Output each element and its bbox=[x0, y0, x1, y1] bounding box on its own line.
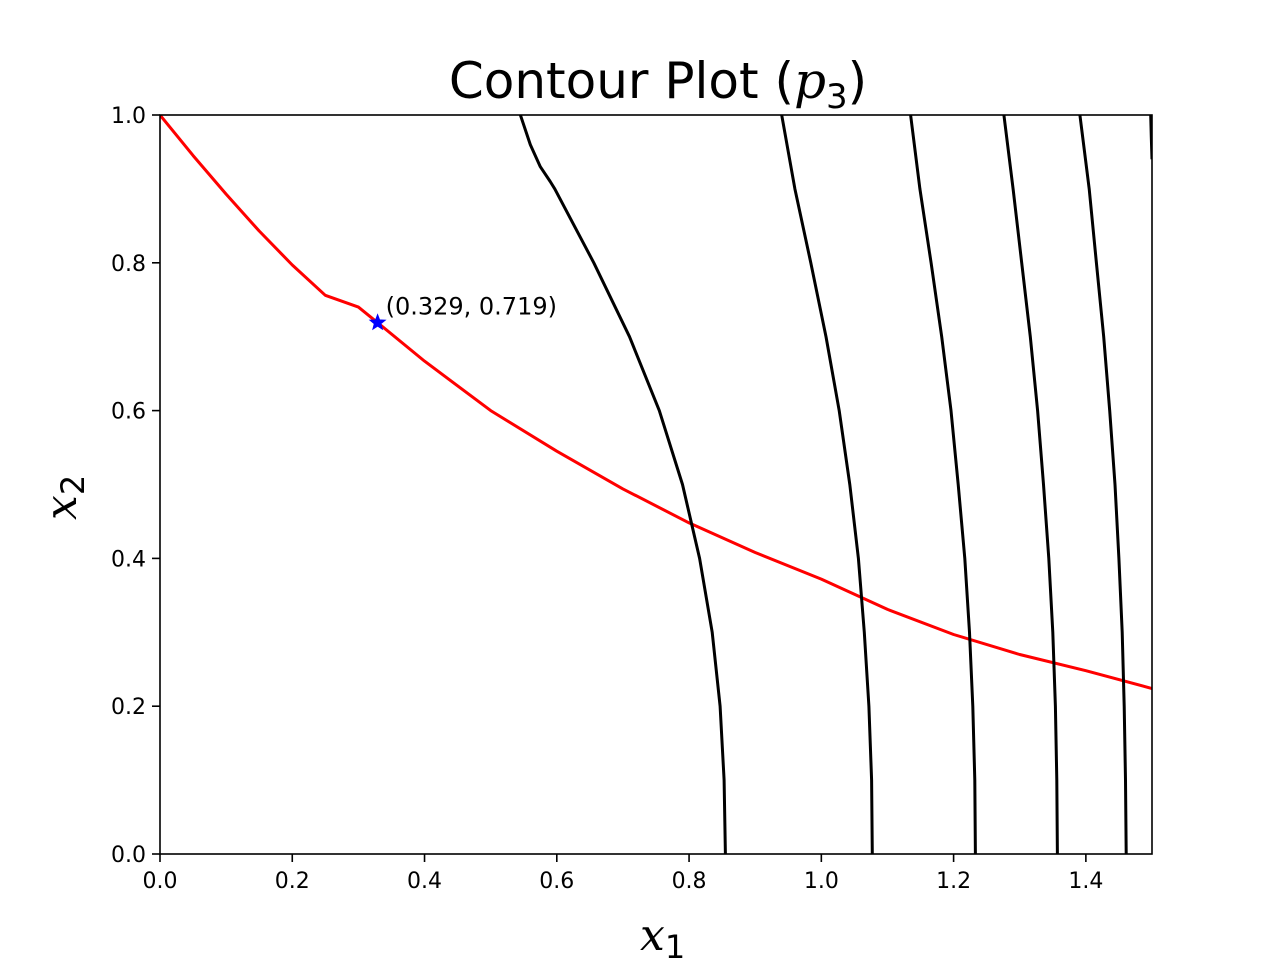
contour-line-5 bbox=[1078, 115, 1128, 854]
x-axis-label-text: x bbox=[640, 910, 665, 960]
x-tick-label-2: 0.4 bbox=[407, 869, 442, 894]
y-tick-label-2: 0.4 bbox=[111, 547, 146, 572]
optimum-annotation: (0.329, 0.719) bbox=[386, 293, 557, 321]
x-tick-label-0: 0.0 bbox=[143, 869, 178, 894]
x-tick-label-5: 1.0 bbox=[804, 869, 839, 894]
y-tick-label-5: 1.0 bbox=[111, 104, 146, 129]
contour-line-2 bbox=[780, 115, 874, 854]
chart-title-sub: 3 bbox=[826, 77, 848, 117]
plot-frame bbox=[159, 114, 1153, 855]
y-axis-label-group: x2 bbox=[36, 475, 92, 520]
contour-line-4 bbox=[1002, 115, 1059, 854]
chart-title-close: ) bbox=[848, 52, 868, 110]
y-axis-label: x2 bbox=[36, 475, 92, 520]
constraint-curve bbox=[160, 115, 1152, 690]
x-tick-label-4: 0.8 bbox=[672, 869, 707, 894]
y-tick-label-0: 0.0 bbox=[111, 843, 146, 868]
contour-line-3 bbox=[909, 115, 977, 854]
x-tick-label-7: 1.4 bbox=[1068, 869, 1103, 894]
x-axis-label: x1 bbox=[640, 910, 685, 960]
plot-area: (0.329, 0.719) 0.0 0.2 0.4 0.6 0.8 1.0 1.2 1.4 0.… bbox=[111, 104, 1153, 894]
y-axis-label-text: x bbox=[36, 495, 87, 520]
x-axis-label-sub: 1 bbox=[665, 928, 685, 960]
x-tick-label-3: 0.6 bbox=[539, 869, 574, 894]
x-tick-label-6: 1.2 bbox=[936, 869, 971, 894]
chart-title: Contour Plot (p3) bbox=[449, 52, 867, 117]
contour-line-1 bbox=[518, 115, 727, 854]
y-tick-label-3: 0.6 bbox=[111, 400, 146, 425]
y-axis-label-sub: 2 bbox=[54, 475, 92, 495]
chart-title-text: Contour Plot ( bbox=[449, 52, 794, 110]
y-tick-label-4: 0.8 bbox=[111, 252, 146, 277]
optimum-marker bbox=[368, 313, 387, 331]
y-tick-label-1: 0.2 bbox=[111, 695, 146, 720]
chart-title-var: p bbox=[794, 52, 826, 110]
x-tick-label-1: 0.2 bbox=[275, 869, 310, 894]
